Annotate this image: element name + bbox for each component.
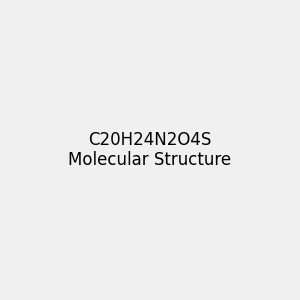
Text: C20H24N2O4S
Molecular Structure: C20H24N2O4S Molecular Structure xyxy=(68,130,232,170)
